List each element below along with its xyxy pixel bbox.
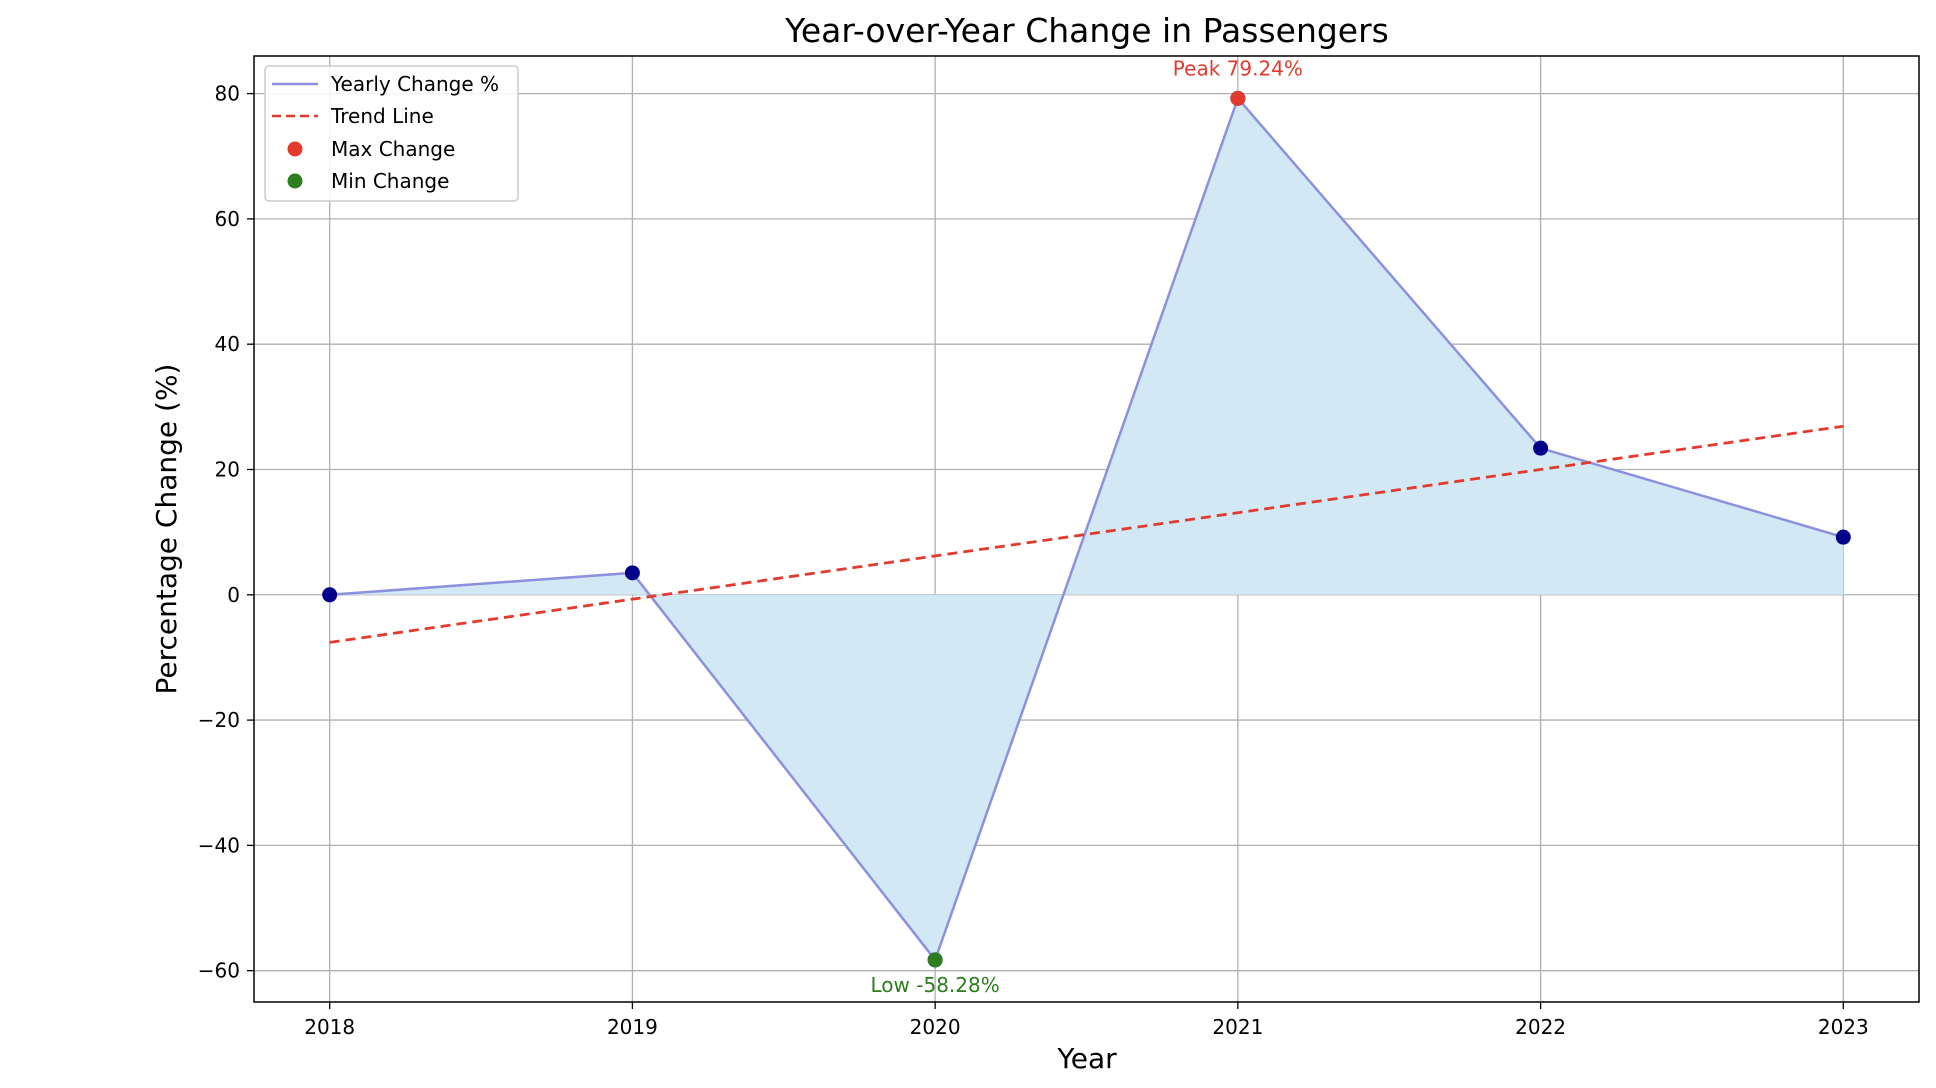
data-point <box>322 587 338 603</box>
y-tick-label: 80 <box>215 82 240 106</box>
legend-label-trend-line: Trend Line <box>330 104 434 128</box>
y-tick-label: 60 <box>215 207 240 231</box>
y-tick-label: 40 <box>215 332 240 356</box>
x-tick-label: 2019 <box>607 1015 658 1039</box>
y-tick-label: −20 <box>198 708 240 732</box>
legend-label-max-change: Max Change <box>331 137 455 161</box>
y-tick-label: 0 <box>227 583 240 607</box>
y-tick-label: −60 <box>198 959 240 983</box>
min-annotation: Low -58.28% <box>871 973 1000 997</box>
legend-frame <box>264 65 519 202</box>
data-point <box>1533 440 1549 456</box>
legend: Yearly Change % Trend Line Max Change Mi… <box>264 65 519 202</box>
chart-title: Year-over-Year Change in Passengers <box>784 11 1389 50</box>
max-change-point <box>1230 90 1246 106</box>
series-lines <box>329 95 1844 963</box>
x-tick-label: 2021 <box>1212 1015 1263 1039</box>
x-axis-ticks: 2018 2019 2020 2021 2022 2023 <box>304 1002 1869 1039</box>
y-axis-label: Percentage Change (%) <box>150 364 183 695</box>
plot-frame <box>253 55 1920 1003</box>
x-tick-label: 2023 <box>1818 1015 1869 1039</box>
min-change-point <box>927 952 943 968</box>
legend-label-min-change: Min Change <box>331 169 449 193</box>
x-tick-label: 2022 <box>1515 1015 1566 1039</box>
legend-max-marker <box>287 141 303 157</box>
x-tick-label: 2020 <box>910 1015 961 1039</box>
max-annotation: Peak 79.24% <box>1173 56 1303 80</box>
data-markers <box>322 90 1851 968</box>
legend-min-marker <box>287 173 303 189</box>
data-point <box>1835 529 1851 545</box>
x-tick-label: 2018 <box>304 1015 355 1039</box>
yearly-change-line <box>329 95 1844 963</box>
legend-label-yearly-change: Yearly Change % <box>330 72 499 96</box>
y-axis-ticks: −60 −40 −20 0 20 40 60 80 <box>198 82 254 983</box>
data-point <box>624 565 640 581</box>
y-tick-label: 20 <box>215 457 240 481</box>
y-tick-label: −40 <box>198 833 240 857</box>
x-axis-label: Year <box>1056 1042 1117 1075</box>
